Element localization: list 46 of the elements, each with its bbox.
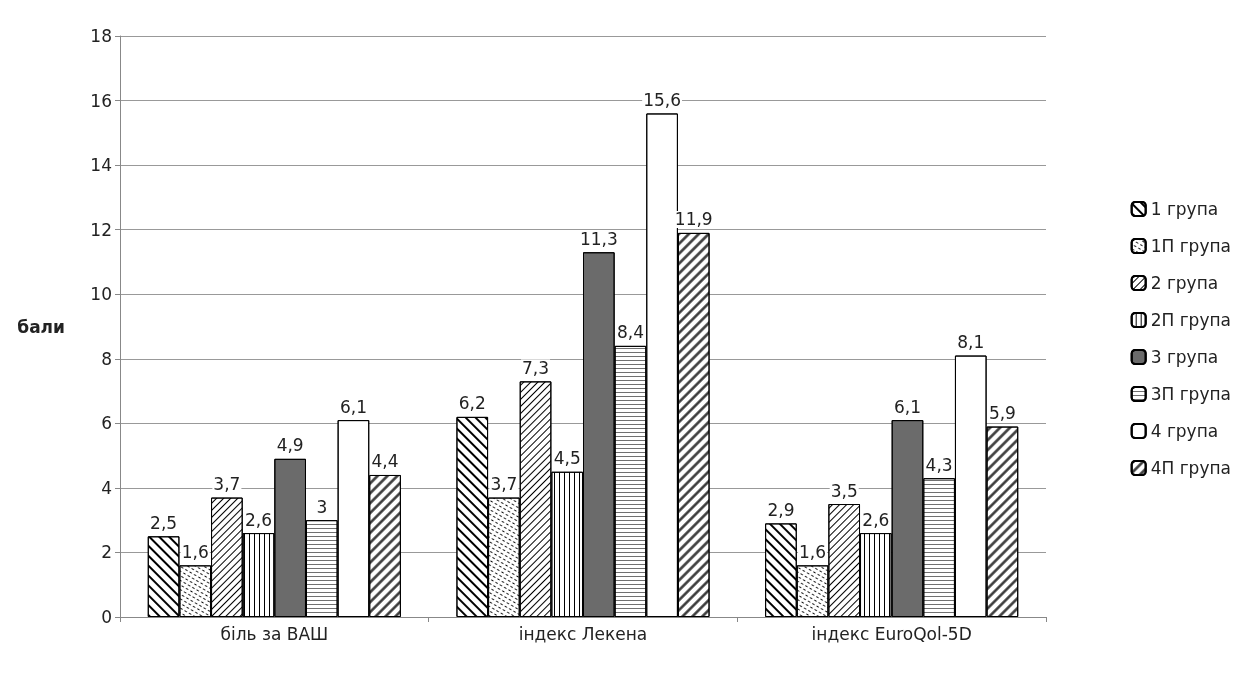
x-tick-label: індекс EuroQol-5D [811, 623, 972, 644]
x-tick-label: індекс Лекена [518, 623, 648, 644]
data-label: 11,3 [579, 228, 618, 249]
x-tick-label: біль за ВАШ [220, 623, 329, 644]
legend-label: 3П група [1150, 384, 1232, 404]
legend-label: 3 група [1150, 347, 1219, 367]
data-label: 3,7 [213, 474, 241, 495]
data-label: 4,3 [925, 454, 953, 475]
y-tick-label: 12 [90, 219, 112, 240]
data-label: 2,6 [244, 509, 273, 530]
data-label: 6,1 [893, 396, 922, 417]
y-tick-label: 4 [101, 477, 112, 498]
y-tick-label: 16 [90, 90, 112, 111]
y-tick-label: 8 [101, 348, 112, 369]
y-tick-label: 10 [90, 284, 112, 305]
data-label: 6,1 [339, 396, 367, 417]
data-label: 2,9 [767, 499, 795, 520]
data-label: 7,3 [522, 357, 550, 378]
data-label: 4,9 [276, 435, 304, 456]
y-tick-label: 14 [90, 155, 112, 176]
data-label: 6,2 [458, 393, 486, 414]
data-label: 8,1 [957, 332, 985, 353]
data-label: 4,4 [371, 451, 399, 472]
legend-label: 2П група [1150, 310, 1232, 330]
y-axis-title: бали [17, 316, 65, 337]
legend-label: 2 група [1150, 273, 1219, 293]
legend-label: 4П група [1150, 458, 1232, 478]
data-label: 1,6 [799, 541, 827, 562]
y-tick-label: 18 [90, 26, 112, 46]
data-label: 8,4 [616, 322, 644, 343]
y-tick-label: 0 [101, 607, 112, 627]
legend-label: 4 група [1150, 421, 1219, 441]
data-label: 3,7 [490, 474, 518, 495]
data-label: 15,6 [643, 89, 682, 110]
data-label: 4,5 [553, 448, 581, 469]
legend-label: 1П група [1150, 236, 1232, 256]
data-label: 5,9 [988, 403, 1016, 424]
data-label: 3 [316, 496, 328, 517]
data-label: 2,6 [862, 509, 890, 530]
y-tick-label: 2 [101, 542, 112, 563]
data-label: 2,5 [150, 512, 178, 533]
data-label: 1,6 [181, 541, 209, 562]
data-label: 3,5 [830, 480, 858, 501]
y-tick-label: 6 [101, 413, 112, 434]
legend-label: 1 група [1150, 199, 1219, 219]
data-label: 11,9 [674, 209, 713, 230]
